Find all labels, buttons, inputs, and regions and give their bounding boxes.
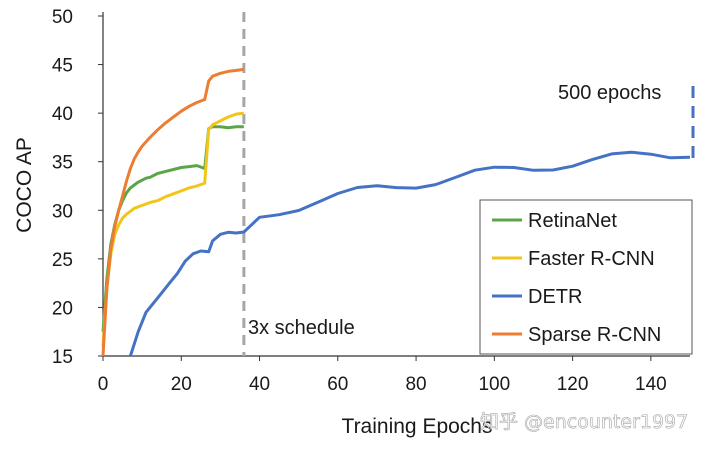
x-axis-title: Training Epochs [342, 415, 493, 438]
y-tick-label: 20 [52, 298, 73, 319]
legend-label: DETR [528, 286, 582, 308]
watermark: 知乎 @encounter1997 [480, 411, 688, 433]
series-line-detr [128, 150, 691, 357]
x-tick-label: 20 [171, 374, 192, 395]
y-axis-title: COCO AP [13, 137, 36, 233]
legend-label: Faster R-CNN [528, 248, 655, 270]
x-tick-label: 120 [557, 374, 589, 395]
x-tick-label: 0 [98, 374, 109, 395]
series-line-sparse-r-cnn [101, 67, 245, 357]
y-tick-label: 30 [52, 201, 73, 222]
annotations: 3x schedule 500 epochs [248, 82, 661, 339]
schedule-label: 3x schedule [248, 317, 355, 339]
x-tick-label: 40 [249, 374, 270, 395]
epochs-500-label: 500 epochs [558, 82, 661, 104]
y-tick-label: 25 [52, 250, 73, 271]
x-tick-label: 140 [635, 374, 667, 395]
y-tick-label: 50 [52, 7, 73, 28]
legend-box [479, 199, 693, 355]
series-line-faster-r-cnn [101, 111, 245, 347]
x-tick-label: 100 [478, 374, 510, 395]
series-layer [101, 67, 691, 357]
axes: 15 20 25 30 35 40 45 50 0 20 40 60 80 100 120 140 [52, 7, 695, 395]
y-tick-label: 35 [52, 153, 73, 174]
y-tick-label: 15 [52, 347, 73, 368]
legend-label: RetinaNet [528, 210, 617, 232]
x-tick-label: 80 [405, 374, 426, 395]
legend-label: Sparse R-CNN [528, 324, 661, 346]
y-tick-label: 45 [52, 56, 73, 77]
legend: RetinaNet Faster R-CNN DETR Sparse R-CNN [479, 199, 693, 355]
x-tick-label: 60 [327, 374, 348, 395]
y-tick-label: 40 [52, 104, 73, 125]
series-line-retinanet [101, 125, 244, 332]
